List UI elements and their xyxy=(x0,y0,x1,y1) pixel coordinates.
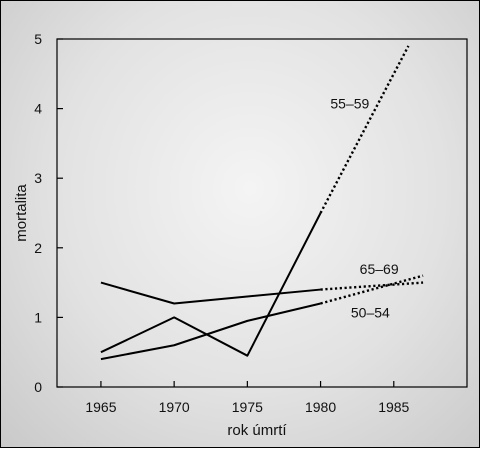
y-axis-title: mortalita xyxy=(13,184,30,242)
y-tick-label: 5 xyxy=(34,31,42,47)
series-line-1 xyxy=(100,281,321,305)
x-tick-label: 1980 xyxy=(305,399,336,415)
x-tick-label: 1970 xyxy=(159,399,190,415)
x-tick-label: 1975 xyxy=(232,399,263,415)
x-tick-label: 1965 xyxy=(85,399,116,415)
y-tick-label: 2 xyxy=(34,240,42,256)
series-label-0: 55–59 xyxy=(330,96,369,112)
series-lines xyxy=(100,45,424,361)
y-tick-label: 3 xyxy=(34,170,42,186)
x-axis-title: rok úmrtí xyxy=(227,422,287,439)
series-label-2: 50–54 xyxy=(351,304,390,320)
series-line-2 xyxy=(100,302,321,361)
series-projection-2 xyxy=(320,274,424,305)
series-labels: 55–59 65–69 50–54 xyxy=(330,96,398,321)
y-tick-label: 0 xyxy=(34,379,42,395)
series-label-1: 65–69 xyxy=(360,261,399,277)
y-tick-label: 1 xyxy=(34,309,42,325)
series-line-0 xyxy=(100,212,322,357)
plot-frame xyxy=(56,38,468,388)
axis-ticks: 1965 1970 1975 1980 1985 0 1 2 3 4 5 xyxy=(34,31,409,415)
x-tick-label: 1985 xyxy=(378,399,409,415)
y-tick-label: 4 xyxy=(34,101,42,117)
series-projection-0 xyxy=(319,45,410,214)
